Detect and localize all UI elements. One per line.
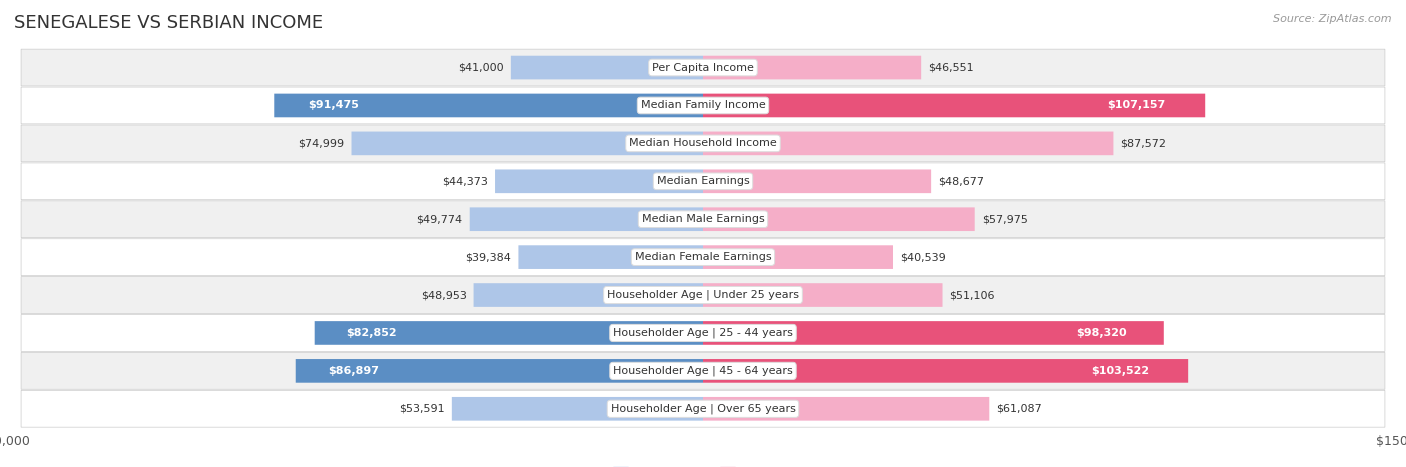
- Text: $57,975: $57,975: [981, 214, 1028, 224]
- FancyBboxPatch shape: [21, 239, 1385, 276]
- Text: $39,384: $39,384: [465, 252, 512, 262]
- FancyBboxPatch shape: [21, 276, 1385, 313]
- Text: Source: ZipAtlas.com: Source: ZipAtlas.com: [1274, 14, 1392, 24]
- FancyBboxPatch shape: [703, 245, 893, 269]
- FancyBboxPatch shape: [295, 359, 703, 382]
- Text: $49,774: $49,774: [416, 214, 463, 224]
- Text: Median Earnings: Median Earnings: [657, 177, 749, 186]
- FancyBboxPatch shape: [474, 283, 703, 307]
- FancyBboxPatch shape: [21, 163, 1385, 200]
- Text: $48,677: $48,677: [938, 177, 984, 186]
- FancyBboxPatch shape: [703, 207, 974, 231]
- Text: Median Female Earnings: Median Female Earnings: [634, 252, 772, 262]
- Text: Median Family Income: Median Family Income: [641, 100, 765, 111]
- Text: $51,106: $51,106: [949, 290, 995, 300]
- Text: $46,551: $46,551: [928, 63, 974, 72]
- Text: Householder Age | 25 - 44 years: Householder Age | 25 - 44 years: [613, 328, 793, 338]
- FancyBboxPatch shape: [703, 56, 921, 79]
- FancyBboxPatch shape: [274, 94, 703, 117]
- Text: $86,897: $86,897: [329, 366, 380, 376]
- Text: $74,999: $74,999: [298, 138, 344, 149]
- FancyBboxPatch shape: [703, 321, 1164, 345]
- FancyBboxPatch shape: [352, 132, 703, 155]
- FancyBboxPatch shape: [703, 397, 990, 421]
- Text: Per Capita Income: Per Capita Income: [652, 63, 754, 72]
- FancyBboxPatch shape: [703, 359, 1188, 382]
- FancyBboxPatch shape: [703, 94, 1205, 117]
- FancyBboxPatch shape: [21, 390, 1385, 427]
- Text: $44,373: $44,373: [441, 177, 488, 186]
- Text: $53,591: $53,591: [399, 404, 444, 414]
- FancyBboxPatch shape: [21, 315, 1385, 351]
- FancyBboxPatch shape: [21, 125, 1385, 162]
- Text: $61,087: $61,087: [997, 404, 1042, 414]
- Legend: Senegalese, Serbian: Senegalese, Serbian: [607, 462, 799, 467]
- FancyBboxPatch shape: [21, 49, 1385, 86]
- Text: $82,852: $82,852: [346, 328, 396, 338]
- FancyBboxPatch shape: [315, 321, 703, 345]
- Text: $87,572: $87,572: [1121, 138, 1167, 149]
- Text: $98,320: $98,320: [1077, 328, 1128, 338]
- FancyBboxPatch shape: [21, 87, 1385, 124]
- Text: $48,953: $48,953: [420, 290, 467, 300]
- Text: Householder Age | Over 65 years: Householder Age | Over 65 years: [610, 403, 796, 414]
- FancyBboxPatch shape: [703, 132, 1114, 155]
- Text: Householder Age | 45 - 64 years: Householder Age | 45 - 64 years: [613, 366, 793, 376]
- FancyBboxPatch shape: [21, 353, 1385, 389]
- Text: $41,000: $41,000: [458, 63, 503, 72]
- FancyBboxPatch shape: [703, 170, 931, 193]
- Text: $107,157: $107,157: [1107, 100, 1166, 111]
- FancyBboxPatch shape: [519, 245, 703, 269]
- Text: SENEGALESE VS SERBIAN INCOME: SENEGALESE VS SERBIAN INCOME: [14, 14, 323, 32]
- FancyBboxPatch shape: [470, 207, 703, 231]
- FancyBboxPatch shape: [21, 201, 1385, 238]
- Text: $103,522: $103,522: [1091, 366, 1149, 376]
- FancyBboxPatch shape: [451, 397, 703, 421]
- Text: $40,539: $40,539: [900, 252, 946, 262]
- FancyBboxPatch shape: [510, 56, 703, 79]
- Text: Median Household Income: Median Household Income: [628, 138, 778, 149]
- Text: Householder Age | Under 25 years: Householder Age | Under 25 years: [607, 290, 799, 300]
- Text: Median Male Earnings: Median Male Earnings: [641, 214, 765, 224]
- Text: $91,475: $91,475: [308, 100, 360, 111]
- FancyBboxPatch shape: [495, 170, 703, 193]
- FancyBboxPatch shape: [703, 283, 942, 307]
